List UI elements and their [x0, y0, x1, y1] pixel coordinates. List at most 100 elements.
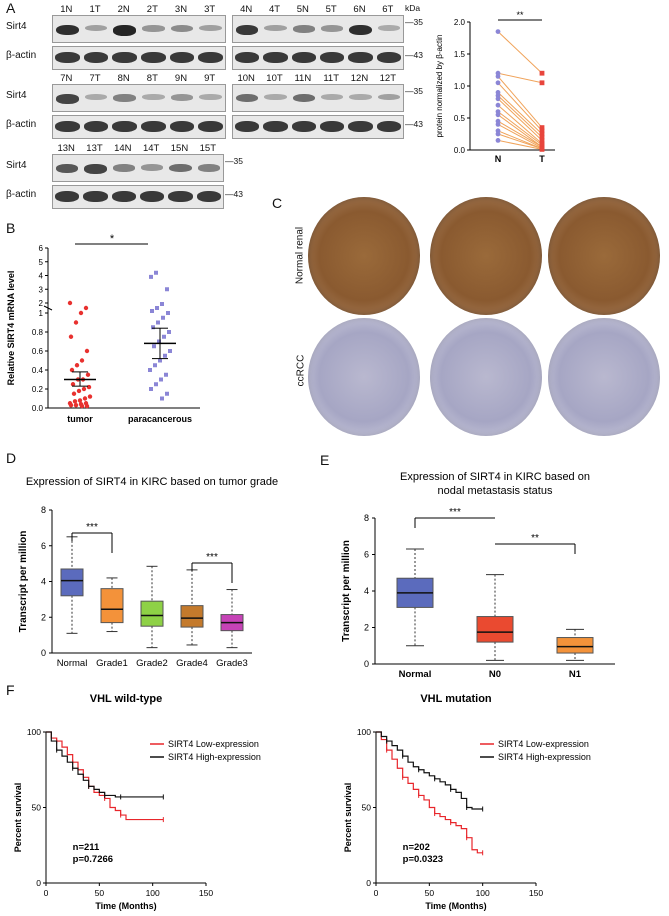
actin-band — [55, 191, 80, 202]
actin-band — [348, 121, 373, 132]
y-tick-label: 4 — [41, 577, 46, 587]
sirt4-strip — [52, 15, 226, 43]
lane-label: 4N — [240, 4, 253, 15]
box — [60, 568, 84, 597]
point-para — [154, 270, 158, 275]
pair-line — [497, 104, 543, 144]
sig-label: ** — [516, 10, 524, 20]
mw-43: —43 — [405, 119, 423, 129]
pair-line — [497, 130, 543, 150]
sirt4-band — [349, 94, 372, 101]
point-para — [161, 315, 165, 320]
ihc-ccrcc-core — [308, 318, 420, 436]
sirt4-band — [264, 25, 287, 32]
lane-label: 3T — [204, 4, 216, 15]
lane-label: 2N — [117, 4, 130, 15]
actin-strip — [232, 46, 404, 70]
actin-band — [111, 191, 136, 202]
km-mutation-chart: VHL mutation 0 50 100 0 50 100 150 Time (Months)… — [343, 693, 591, 911]
actin-band — [169, 121, 195, 132]
point-tumor — [73, 320, 79, 325]
point-para — [164, 372, 168, 377]
y-axis-label: protein normalized by β-actin — [435, 35, 444, 138]
actin-strip — [232, 115, 404, 139]
point-para — [167, 330, 171, 334]
y-tick-label: 1.5 — [454, 50, 466, 59]
point-tumor — [84, 348, 90, 354]
y-tick-label: 0.0 — [454, 146, 466, 155]
y-tick-label: 3 — [39, 285, 44, 294]
mw-35: —35 — [405, 86, 423, 96]
lane-label: 12N — [350, 73, 369, 84]
y-tick-label: 100 — [27, 727, 41, 737]
point-t — [539, 138, 545, 143]
pair-line — [497, 98, 543, 141]
chart-title: Expression of SIRT4 in KIRC based on — [400, 471, 590, 483]
sirt4-band — [236, 94, 259, 103]
actin-band — [291, 121, 316, 132]
point-tumor — [70, 382, 76, 387]
y-axis-label: Relative SIRT4 mRNA level — [6, 271, 16, 386]
lane-label: 11N — [294, 73, 312, 84]
sirt4-band — [292, 25, 315, 33]
point-para — [154, 382, 158, 387]
point-tumor — [77, 398, 83, 403]
point-tumor — [78, 310, 84, 316]
panel-label-b: B — [6, 220, 16, 236]
point-tumor — [82, 396, 88, 401]
sirt4-band — [56, 25, 79, 36]
y-tick-label: 8 — [364, 513, 369, 523]
y-tick-label: 0.2 — [32, 385, 44, 394]
point-n — [495, 102, 501, 108]
pair-line — [497, 123, 543, 149]
km-curve — [376, 731, 483, 854]
actin-band — [141, 121, 166, 132]
x-tick-label: 150 — [199, 888, 213, 898]
actin-band — [198, 121, 223, 132]
chart-title: VHL wild-type — [90, 693, 163, 705]
sirt4-band — [199, 25, 222, 32]
lane-label: 8T — [146, 73, 158, 84]
actin-band — [196, 191, 221, 202]
actin-band — [141, 52, 166, 63]
lane-label: 3N — [174, 4, 188, 15]
x-tick-label: Grade3 — [216, 658, 248, 669]
point-n — [495, 80, 501, 86]
y-axis-label: Percent survival — [343, 783, 353, 853]
panel-label-e: E — [320, 452, 330, 468]
point-t — [539, 134, 545, 140]
point-para — [160, 302, 164, 306]
pair-line — [497, 95, 543, 138]
point-n — [495, 131, 501, 137]
actin-band — [83, 52, 109, 63]
sirt4-band — [142, 25, 165, 32]
actin-band — [83, 121, 109, 132]
point-tumor — [72, 399, 78, 404]
legend-label: SIRT4 High-expression — [498, 752, 591, 762]
grade-boxplot: Expression of SIRT4 in KIRC based on tum… — [18, 476, 278, 669]
point-tumor — [68, 402, 74, 408]
actin-band — [320, 121, 345, 132]
point-para — [151, 325, 155, 330]
lane-label: 13N — [57, 143, 75, 154]
actin-band — [263, 52, 288, 63]
pair-line — [497, 92, 543, 135]
sirt4-band — [321, 94, 344, 101]
y-tick-label: 0.5 — [454, 114, 466, 123]
actin-band — [376, 121, 401, 132]
x-tick-label: Normal — [399, 669, 432, 680]
ihc-normal-core — [308, 197, 420, 315]
chart-title: VHL mutation — [420, 693, 492, 705]
actin-band — [112, 52, 137, 63]
axis-break — [43, 305, 53, 311]
point-para — [150, 309, 154, 313]
actin-band — [198, 52, 223, 63]
x-tick-label: Grade1 — [96, 658, 128, 669]
sirt4-strip — [232, 15, 404, 43]
sirt4-band — [84, 94, 108, 101]
sirt4-strip — [232, 84, 404, 112]
x-tick-label: Normal — [57, 658, 88, 669]
lane-label: 1T — [89, 4, 101, 15]
n-text: n=202 — [403, 842, 430, 853]
point-tumor — [83, 305, 89, 311]
